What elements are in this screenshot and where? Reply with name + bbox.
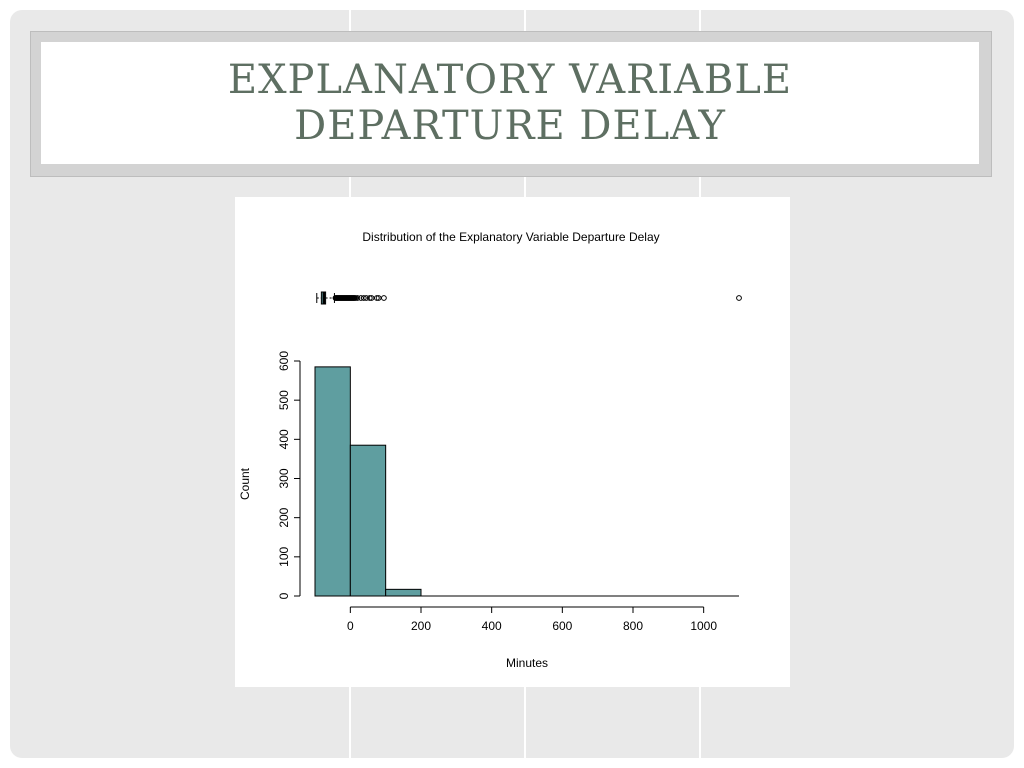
- x-tick-label: 800: [623, 619, 643, 633]
- y-tick-label: 600: [277, 351, 291, 371]
- boxplot-outlier: [360, 295, 367, 301]
- boxplot-outlier: [358, 295, 364, 301]
- histogram-bar: [385, 588, 422, 597]
- boxplot-outlier: [354, 295, 361, 301]
- boxplot-outlier: [381, 295, 387, 301]
- axes: 0 200 400 600 800 1000 0 100 200 300 400 500 600: [277, 351, 717, 633]
- boxplot-outlier: [363, 295, 370, 301]
- y-tick-label: 500: [277, 390, 291, 410]
- boxplot-outlier: [736, 295, 742, 301]
- title-frame: EXPLANATORY VARIABLE DEPARTURE DELAY: [30, 31, 992, 177]
- x-tick-label: 1000: [690, 619, 717, 633]
- y-axis-label: Count: [238, 467, 252, 500]
- boxplot-outlier: [352, 295, 359, 301]
- title-box: EXPLANATORY VARIABLE DEPARTURE DELAY: [41, 42, 979, 164]
- boxplot: [316, 291, 742, 305]
- x-tick-label: 200: [411, 619, 431, 633]
- histogram-bars: [314, 366, 739, 597]
- histogram-chart: Distribution of the Explanatory Variable…: [238, 230, 742, 670]
- x-axis-label: Minutes: [506, 656, 548, 670]
- y-tick-label: 400: [277, 429, 291, 449]
- histogram-bar: [349, 444, 387, 597]
- slide-title-line-1: EXPLANATORY VARIABLE: [227, 57, 793, 103]
- slide-title-line-2: DEPARTURE DELAY: [294, 103, 726, 149]
- chart-title: Distribution of the Explanatory Variable…: [362, 230, 659, 244]
- y-tick-label: 100: [277, 547, 291, 567]
- slide-background: EXPLANATORY VARIABLE DEPARTURE DELAY Dis…: [10, 10, 1014, 758]
- boxplot-outlier: [373, 295, 380, 301]
- y-tick-label: 200: [277, 507, 291, 527]
- y-tick-label: 0: [277, 592, 291, 599]
- boxplot-outlier: [366, 295, 373, 301]
- x-tick-label: 600: [552, 619, 572, 633]
- x-tick-label: 0: [347, 619, 354, 633]
- histogram-bar: [314, 366, 351, 597]
- y-tick-label: 300: [277, 468, 291, 488]
- chart-panel: Distribution of the Explanatory Variable…: [235, 197, 790, 687]
- x-tick-label: 400: [482, 619, 502, 633]
